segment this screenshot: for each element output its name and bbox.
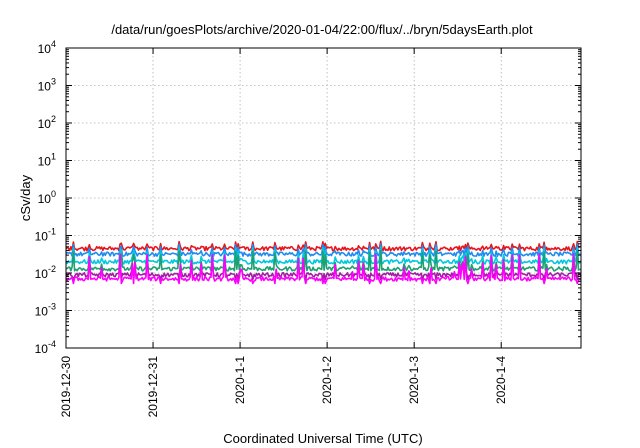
- y-tick-label: 10-3: [35, 302, 56, 319]
- y-axis: 10-4 10-3 10-2 10-1 100 101 102 103 104: [35, 39, 581, 356]
- x-axis-label: Coordinated Universal Time (UTC): [223, 431, 422, 446]
- x-tick-label: 2020-1-2: [320, 356, 334, 404]
- y-tick-label: 10-2: [35, 264, 56, 281]
- x-tick-label: 2020-1-4: [494, 356, 508, 404]
- y-tick-label: 10-4: [35, 339, 56, 356]
- series-line: [65, 252, 582, 285]
- y-tick-label: 101: [38, 152, 56, 169]
- chart-title: /data/run/goesPlots/archive/2020-01-04/2…: [111, 22, 533, 37]
- y-tick-label: 10-1: [35, 227, 56, 244]
- x-tick-label: 2019-12-30: [59, 356, 73, 418]
- y-tick-label: 100: [38, 189, 56, 206]
- y-tick-label: 103: [38, 77, 56, 94]
- y-tick-label: 102: [38, 114, 56, 131]
- x-tick-label: 2020-1-3: [407, 356, 421, 404]
- y-tick-label: 104: [38, 39, 56, 56]
- x-tick-label: 2020-1-1: [233, 356, 247, 404]
- x-tick-label: 2019-12-31: [146, 356, 160, 418]
- grid: [66, 48, 581, 348]
- x-axis: 2019-12-30 2019-12-31 2020-1-1 2020-1-2 2020…: [59, 48, 508, 417]
- y-axis-label: cSv/day: [18, 174, 33, 221]
- series-group: [65, 240, 582, 285]
